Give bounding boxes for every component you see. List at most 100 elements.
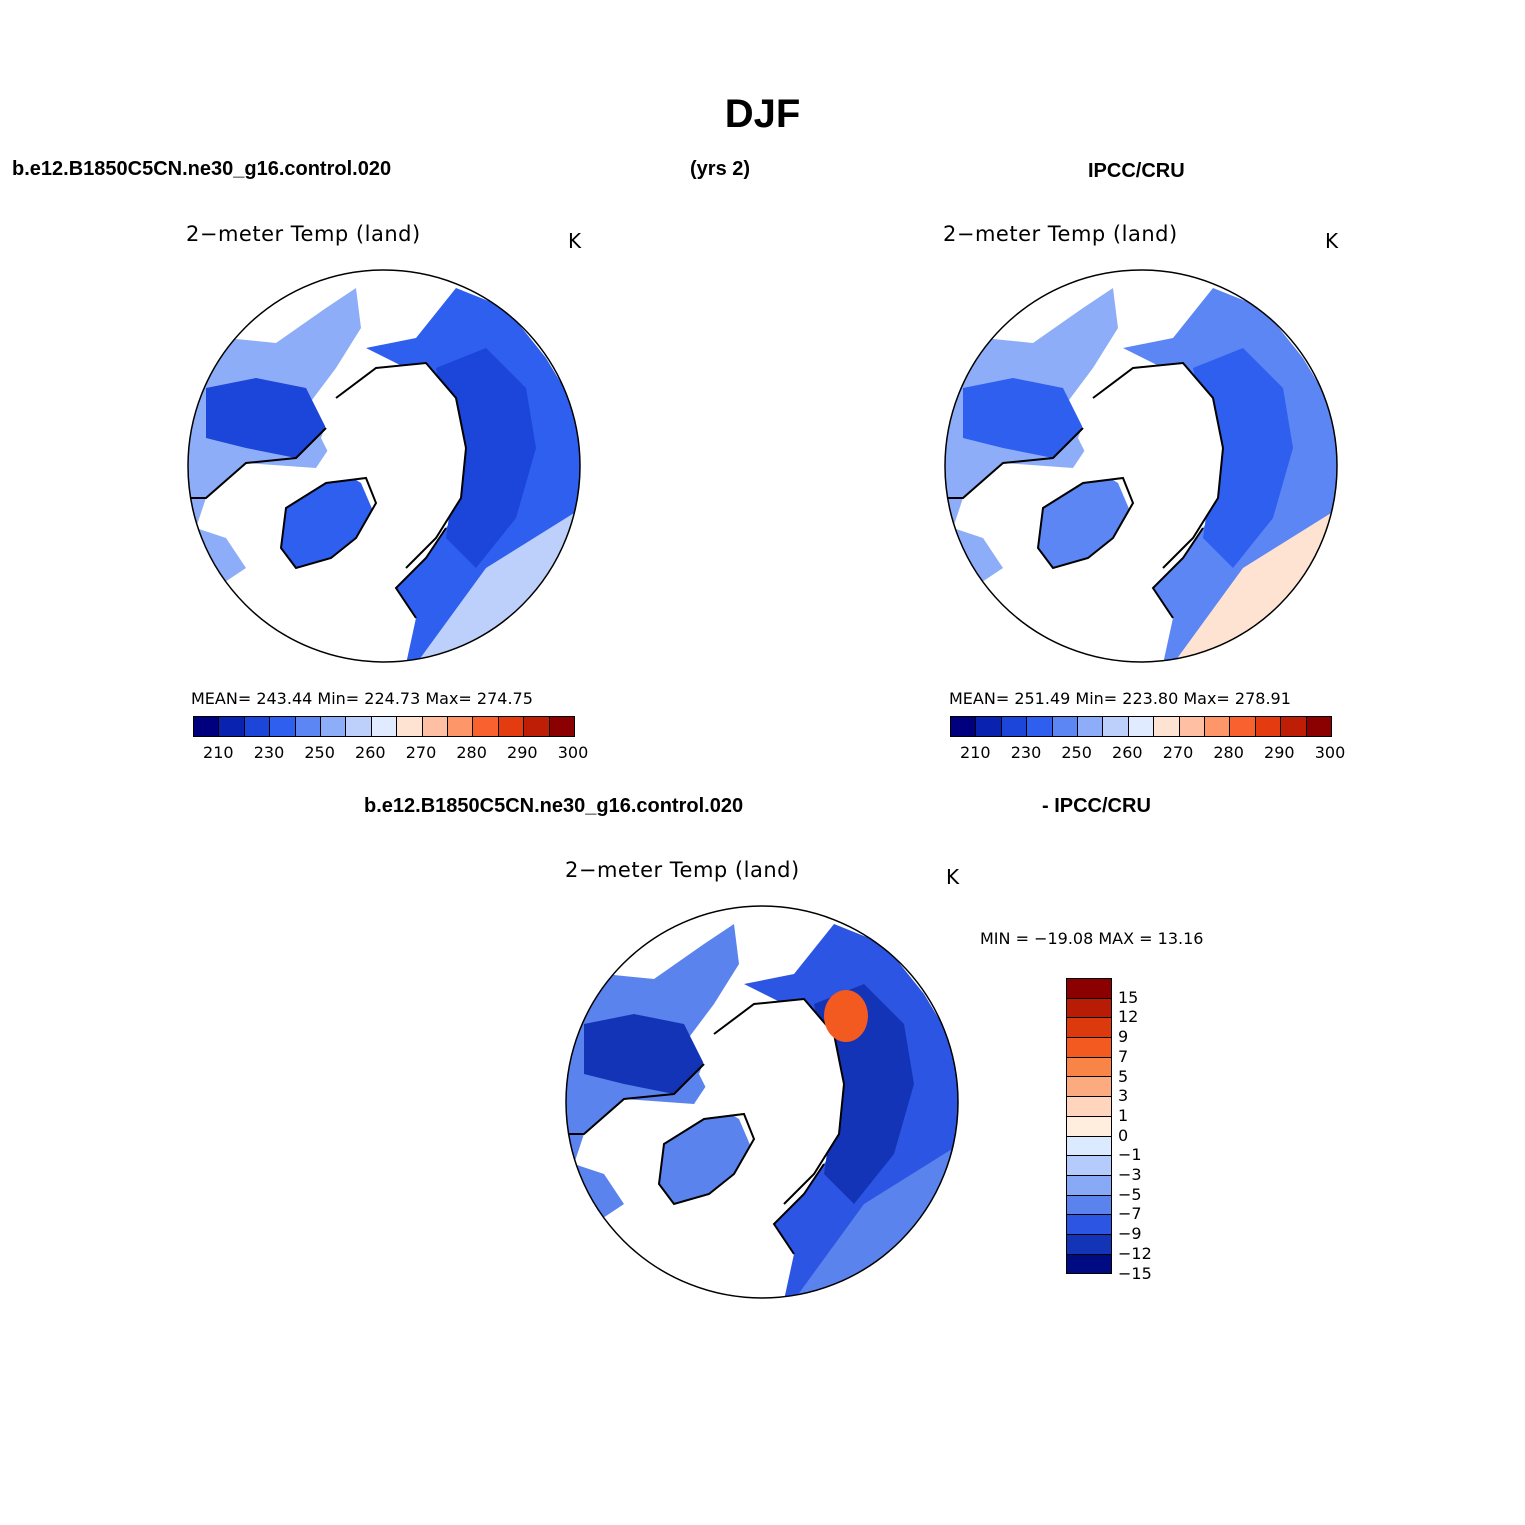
colorbar-label: 3 bbox=[1118, 1086, 1129, 1106]
colorbar-swatch bbox=[1154, 717, 1180, 736]
colorbar-swatch bbox=[1103, 717, 1129, 736]
colorbar-swatch bbox=[194, 717, 220, 736]
diff-polar-map bbox=[565, 905, 959, 1299]
colorbar-swatch bbox=[1067, 1234, 1111, 1255]
map-fill-group bbox=[945, 288, 1337, 662]
panel1-stats: MEAN= 243.44 Min= 224.73 Max= 274.75 bbox=[191, 689, 533, 708]
greenland-region bbox=[1038, 478, 1133, 568]
colorbar-swatch bbox=[1067, 1175, 1111, 1196]
colorbar-label: 7 bbox=[1118, 1046, 1129, 1066]
colorbar-swatch bbox=[1067, 979, 1111, 999]
arctic-ocean bbox=[1078, 363, 1223, 568]
colorbar-label: −7 bbox=[1118, 1204, 1142, 1224]
colorbar-swatch bbox=[321, 717, 347, 736]
colorbar-swatch bbox=[1067, 1097, 1111, 1117]
panel1-units: K bbox=[568, 229, 582, 253]
colorbar-swatch bbox=[549, 717, 575, 736]
diff-obs-header: - IPCC/CRU bbox=[1042, 795, 1151, 817]
panel2-colorbar bbox=[950, 716, 1332, 737]
colorbar-swatch bbox=[397, 717, 423, 736]
colorbar-swatch bbox=[219, 717, 245, 736]
coastline bbox=[945, 427, 1084, 499]
colorbar-swatch bbox=[270, 717, 296, 736]
colorbar-label: −3 bbox=[1118, 1165, 1142, 1184]
colorbar-swatch bbox=[1078, 717, 1104, 736]
map-boundary bbox=[944, 269, 1338, 663]
colorbar-swatch bbox=[1230, 717, 1256, 736]
panel2-units: K bbox=[1325, 229, 1339, 253]
colorbar-label: −15 bbox=[1118, 1263, 1152, 1283]
colorbar-label: 280 bbox=[456, 743, 487, 762]
colorbar-swatch bbox=[1067, 1038, 1111, 1058]
colorbar-label: −9 bbox=[1118, 1224, 1142, 1244]
greenland-coastline bbox=[1036, 476, 1135, 570]
diff-minmax: MIN = −19.08 MAX = 13.16 bbox=[980, 929, 1204, 948]
colorbar-swatch bbox=[1067, 1057, 1111, 1078]
colorbar-swatch bbox=[1205, 717, 1231, 736]
coastline bbox=[335, 361, 468, 569]
coastline bbox=[713, 997, 846, 1205]
colorbar-swatch bbox=[1067, 998, 1111, 1019]
colorbar-swatch bbox=[346, 717, 372, 736]
colorbar-label: 280 bbox=[1213, 743, 1244, 762]
colorbar-label: −1 bbox=[1118, 1145, 1142, 1165]
panel1-polar-map bbox=[187, 269, 581, 663]
coastline bbox=[772, 1163, 825, 1255]
colorbar-swatch bbox=[1067, 1254, 1111, 1274]
coastline bbox=[1151, 527, 1204, 619]
coastline bbox=[566, 1063, 705, 1135]
colorbar-label: 1 bbox=[1118, 1105, 1129, 1125]
diff-panel-units: K bbox=[946, 865, 960, 889]
colorbar-swatch bbox=[295, 717, 322, 736]
colorbar-swatch bbox=[1052, 717, 1079, 736]
greenland-coastline bbox=[657, 1112, 756, 1206]
north-america-interior bbox=[206, 378, 326, 458]
colorbar-label: 290 bbox=[507, 743, 538, 762]
diff-colorbar-labels: 15 12 9 7 5 3 1 0 −1 −3 −5 −7 −9 −12 −15 bbox=[1118, 978, 1178, 1298]
north-america-interior bbox=[584, 1014, 704, 1094]
obs-name-header: IPCC/CRU bbox=[1088, 160, 1185, 182]
north-america-interior bbox=[963, 378, 1083, 458]
panel2-polar-map bbox=[944, 269, 1338, 663]
colorbar-swatch bbox=[1027, 717, 1053, 736]
colorbar-swatch bbox=[422, 717, 449, 736]
colorbar-swatch bbox=[1067, 1215, 1111, 1235]
colorbar-label: 270 bbox=[405, 743, 437, 762]
colorbar-swatch bbox=[448, 717, 474, 736]
colorbar-label: 290 bbox=[1264, 743, 1295, 762]
coastline bbox=[1092, 361, 1225, 569]
panel1-title: 2−meter Temp (land) bbox=[186, 222, 421, 246]
years-header: (yrs 2) bbox=[690, 158, 751, 180]
colorbar-label: 300 bbox=[1314, 743, 1346, 762]
colorbar-swatch bbox=[976, 717, 1002, 736]
eurasia-interior bbox=[1193, 348, 1293, 568]
colorbar-swatch bbox=[1179, 717, 1206, 736]
colorbar-swatch bbox=[951, 717, 977, 736]
greenland-coastline bbox=[279, 476, 378, 570]
colorbar-label: 210 bbox=[960, 743, 991, 762]
colorbar-label: 250 bbox=[1061, 743, 1092, 762]
panel2-stats: MEAN= 251.49 Min= 223.80 Max= 278.91 bbox=[949, 689, 1291, 708]
map-fill-group bbox=[188, 288, 580, 662]
colorbar-swatch bbox=[498, 717, 525, 736]
colorbar-label: 5 bbox=[1118, 1066, 1129, 1086]
case-name-header: b.e12.B1850C5CN.ne30_g16.control.020 bbox=[12, 158, 392, 180]
colorbar-label: 230 bbox=[1010, 743, 1042, 762]
colorbar-swatch bbox=[1255, 717, 1282, 736]
colorbar-label: 260 bbox=[1112, 743, 1143, 762]
colorbar-label: 270 bbox=[1162, 743, 1194, 762]
colorbar-label: 9 bbox=[1118, 1027, 1129, 1047]
colorbar-label: 12 bbox=[1118, 1007, 1139, 1027]
colorbar-swatch bbox=[1067, 1156, 1111, 1176]
map-boundary bbox=[187, 269, 581, 663]
colorbar-label: 300 bbox=[557, 743, 589, 762]
colorbar-label: −5 bbox=[1118, 1184, 1142, 1204]
colorbar-label: 210 bbox=[203, 743, 234, 762]
panel1-colorbar-labels: 210 230 250 260 270 280 290 300 bbox=[193, 743, 588, 763]
colorbar-swatch bbox=[1128, 717, 1155, 736]
colorbar-swatch bbox=[1067, 1136, 1111, 1157]
figure-title: DJF bbox=[724, 92, 801, 136]
map-fill-group bbox=[566, 924, 958, 1298]
colorbar-swatch bbox=[473, 717, 499, 736]
panel2-colorbar-labels: 210 230 250 260 270 280 290 300 bbox=[950, 743, 1345, 763]
